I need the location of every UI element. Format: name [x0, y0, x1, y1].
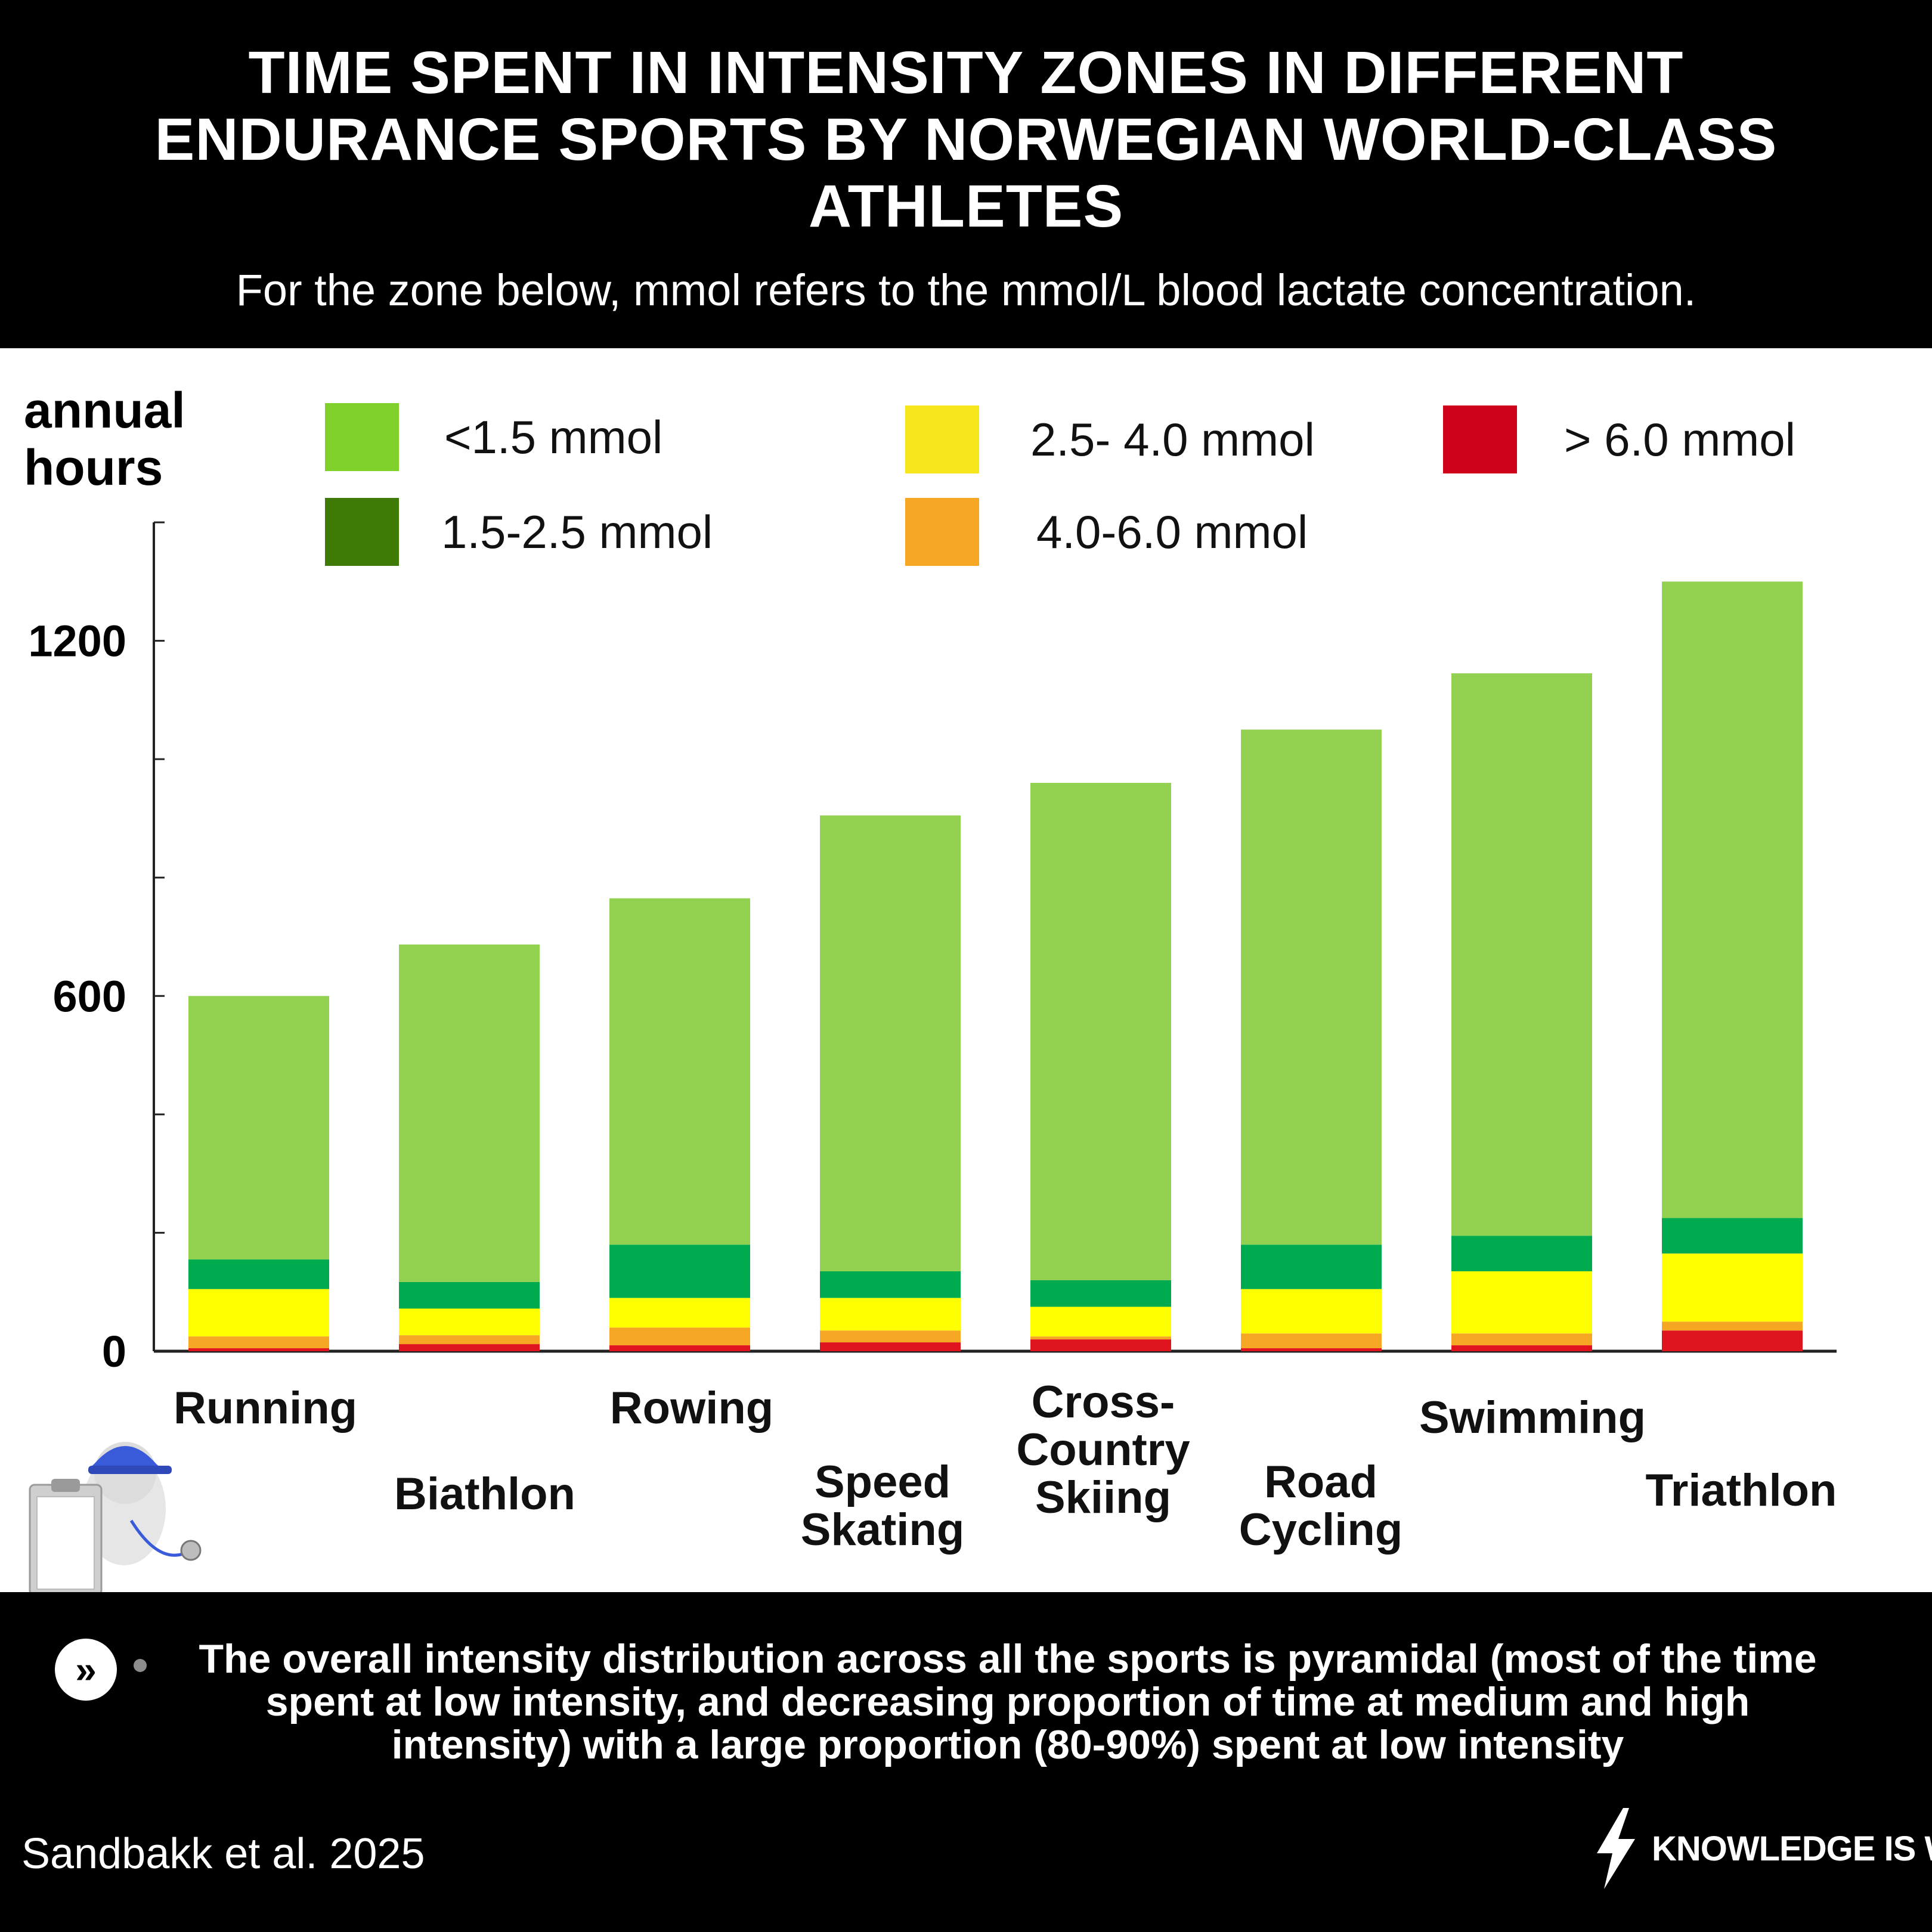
- bar-segment: [1241, 1244, 1382, 1289]
- summary-note: The overall intensity distribution acros…: [199, 1636, 1817, 1767]
- legend-label: 2.5- 4.0 mmol: [1030, 413, 1315, 466]
- category-label-line: Rowing: [609, 1383, 774, 1433]
- legend-swatch: [905, 498, 979, 566]
- bar-segment: [609, 1298, 750, 1328]
- bar-segment: [820, 1271, 961, 1298]
- category-label-biathlon: Biathlon: [348, 1470, 622, 1518]
- category-label-cross-country-skiing: Cross- Country Skiing: [966, 1379, 1240, 1522]
- legend-swatch: [1443, 405, 1517, 473]
- bar-segment: [1451, 673, 1592, 1236]
- bar-segment: [1030, 1339, 1171, 1351]
- stacked-bar-chart: 0 600 1200: [28, 521, 1837, 1376]
- page-subtitle: For the zone below, mmol refers to the m…: [236, 265, 1696, 315]
- bar-segment: [609, 1345, 750, 1351]
- category-label-line: Swimming: [1419, 1392, 1646, 1443]
- category-label-line: Triathlon: [1645, 1465, 1837, 1516]
- category-label-line: Speed: [814, 1457, 951, 1507]
- category-label-line: Biathlon: [394, 1469, 575, 1519]
- y-axis-label-line2: hours: [24, 439, 163, 496]
- category-label-speed-skating: Speed Skating: [745, 1459, 1020, 1554]
- bar-segment: [188, 1348, 329, 1351]
- category-label-road-cycling: Road Cycling: [1184, 1459, 1458, 1554]
- category-label-line: Skiing: [1035, 1472, 1172, 1523]
- bar-segment: [188, 1259, 329, 1289]
- legend-swatch: [905, 405, 979, 473]
- category-label-triathlon: Triathlon: [1604, 1467, 1878, 1515]
- bar-segment: [1662, 1253, 1803, 1322]
- bar-segment: [1451, 1271, 1592, 1334]
- bar-segment: [399, 1308, 540, 1336]
- legend-label: 1.5-2.5 mmol: [441, 506, 713, 558]
- legend-swatch: [325, 403, 399, 471]
- bar-segment: [1030, 1280, 1171, 1307]
- bar-segment: [188, 1336, 329, 1349]
- category-label-running: Running: [128, 1385, 402, 1432]
- bar-segment: [609, 1327, 750, 1346]
- page-title: TIME SPENT IN INTENSITY ZONES IN DIFFERE…: [154, 39, 1778, 240]
- category-label-rowing: Rowing: [555, 1385, 829, 1432]
- category-label-line: Country: [1016, 1425, 1190, 1475]
- source-citation: Sandbakk et al. 2025: [21, 1830, 425, 1878]
- coach-with-clipboard-and-whistle-icon: [29, 1442, 202, 1596]
- y-tick-label: 1200: [28, 617, 126, 666]
- category-label-line: Running: [173, 1383, 358, 1433]
- bar-segment: [1241, 729, 1382, 1245]
- bar-segment: [1451, 1345, 1592, 1351]
- bar-segment: [820, 815, 961, 1271]
- bar-segment: [399, 944, 540, 1282]
- legend-swatch: [325, 498, 399, 566]
- double-chevron-right-icon[interactable]: »: [55, 1639, 117, 1701]
- bar-segment: [1451, 1333, 1592, 1346]
- brand-name: KNOWLEDGE IS WATT: [1652, 1829, 1932, 1868]
- bar-segment: [399, 1335, 540, 1345]
- category-label-line: Road: [1264, 1457, 1377, 1507]
- bar-segment: [1030, 1306, 1171, 1337]
- bar-segment: [1662, 1330, 1803, 1351]
- category-label-swimming: Swimming: [1395, 1394, 1670, 1442]
- y-tick-label: 600: [53, 971, 126, 1021]
- y-axis-label: annual hours: [24, 382, 239, 496]
- bar-segment: [1241, 1348, 1382, 1351]
- bar-segment: [399, 1344, 540, 1351]
- category-label-line: Cross-: [1031, 1377, 1175, 1428]
- lightning-bolt-icon: [1597, 1808, 1635, 1889]
- bar-segment: [609, 1244, 750, 1298]
- y-axis-label-line1: annual: [24, 382, 185, 438]
- bar-segment: [820, 1298, 961, 1331]
- bar-segment: [1451, 1236, 1592, 1271]
- bar-segment: [1662, 1218, 1803, 1254]
- category-label-line: Cycling: [1239, 1504, 1403, 1555]
- bar-segment: [820, 1342, 961, 1351]
- bar-segment: [1030, 782, 1171, 1280]
- bar-segment: [820, 1330, 961, 1343]
- bullet-dot: [134, 1659, 147, 1672]
- bar-segment: [1662, 581, 1803, 1218]
- bar-segment: [188, 996, 329, 1260]
- header: TIME SPENT IN INTENSITY ZONES IN DIFFERE…: [0, 0, 1932, 348]
- bar-segment: [1241, 1333, 1382, 1349]
- bar-segment: [609, 898, 750, 1245]
- bar-segment: [1241, 1289, 1382, 1334]
- bar-segment: [1030, 1336, 1171, 1340]
- category-label-line: Skating: [800, 1504, 965, 1555]
- legend-label: <1.5 mmol: [444, 411, 663, 463]
- legend-label: > 6.0 mmol: [1564, 413, 1795, 466]
- y-tick-label: 0: [102, 1327, 126, 1376]
- bar-segment: [188, 1289, 329, 1337]
- legend-label: 4.0-6.0 mmol: [1036, 506, 1308, 558]
- bar-segment: [1662, 1321, 1803, 1331]
- bar-segment: [399, 1281, 540, 1309]
